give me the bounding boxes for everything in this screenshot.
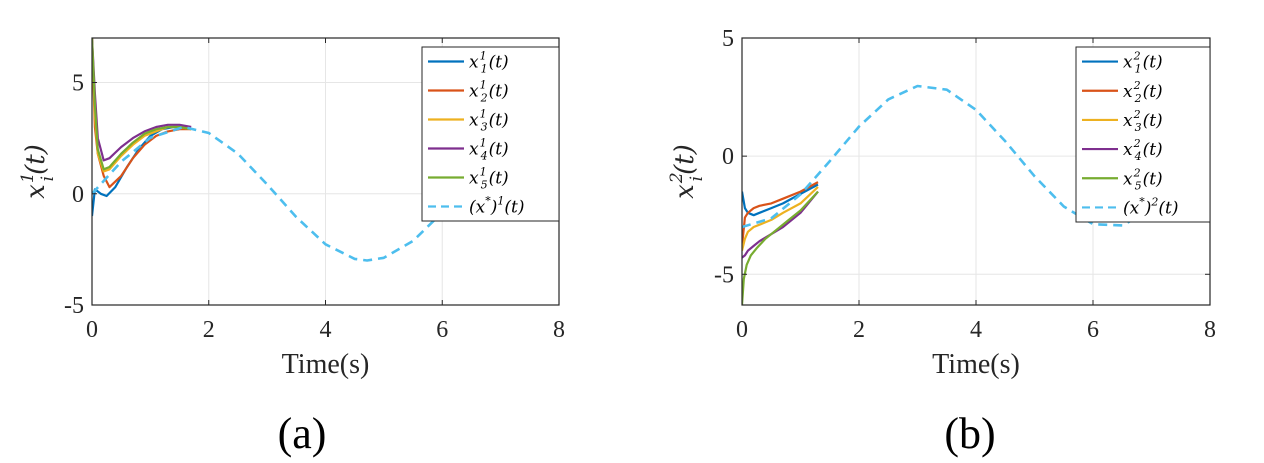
x-axis-label: Time(s) [282,349,370,380]
series-line-3 [92,38,192,173]
y-tick-label: 0 [722,144,734,170]
legend-label-3: x1 3(t) [469,108,509,134]
legend-label-4: x1 4(t) [469,137,509,163]
legend-label-5: x2 5(t) [1123,166,1163,192]
panel-label: (b) [944,409,995,458]
x-tick-label: 8 [1204,317,1216,343]
series-line-3 [742,186,819,251]
x-tick-label: 4 [970,317,982,343]
y-tick-label: 5 [72,71,84,97]
x-tick-label: 8 [553,317,565,343]
legend-label-4: x2 4(t) [1123,137,1163,163]
y-tick-label: 0 [72,182,84,208]
legend-box [421,46,560,222]
x-tick-label: 6 [1087,317,1099,343]
y-tick-label: -5 [64,293,84,319]
x-tick-label: 0 [736,317,748,343]
legend-label-5: x1 5(t) [469,166,509,192]
y-axis-label: x1i(t) [18,144,58,199]
legend: x2 1(t) x2 2(t) x2 3(t) x2 4(t) x2 5(t) (x*)2(t) [1075,46,1211,223]
y-tick-label: -5 [714,262,734,288]
x-tick-label: 0 [86,317,98,343]
x-tick-label: 2 [853,317,865,343]
series-line-2 [742,181,819,247]
x-tick-label: 2 [203,317,215,343]
legend: x1 1(t) x1 2(t) x1 3(t) x1 4(t) x1 5(t) (x*)1(t) [421,46,560,222]
legend-label-3: x2 3(t) [1123,108,1163,134]
y-tick-label: 5 [722,26,734,52]
series-line-5 [92,38,192,171]
chart-panel-b: 0 2 4 6 8 -5 0 5 Time(s) x2i(t) x2 1(t) x2 2(t) x2 3(t)… [667,26,1216,458]
series-line-4 [92,38,192,162]
series-line-5 [742,190,819,305]
x-tick-label: 6 [436,317,448,343]
legend-box [1075,46,1211,223]
legend-label-6: (x*)1(t) [469,195,524,218]
x-axis-label: Time(s) [932,349,1020,380]
legend-label-1: x2 1(t) [1123,50,1163,76]
y-axis-label: x2i(t) [667,144,707,199]
legend-label-6: (x*)2(t) [1123,195,1178,218]
panel-label: (a) [278,409,327,458]
legend-label-1: x1 1(t) [469,50,509,76]
x-tick-label: 4 [320,317,332,343]
legend-label-2: x2 2(t) [1123,79,1163,105]
series-line-1 [742,183,819,217]
legend-label-2: x1 2(t) [469,79,509,105]
series-line-4 [742,190,819,259]
series-line-2 [92,38,192,189]
